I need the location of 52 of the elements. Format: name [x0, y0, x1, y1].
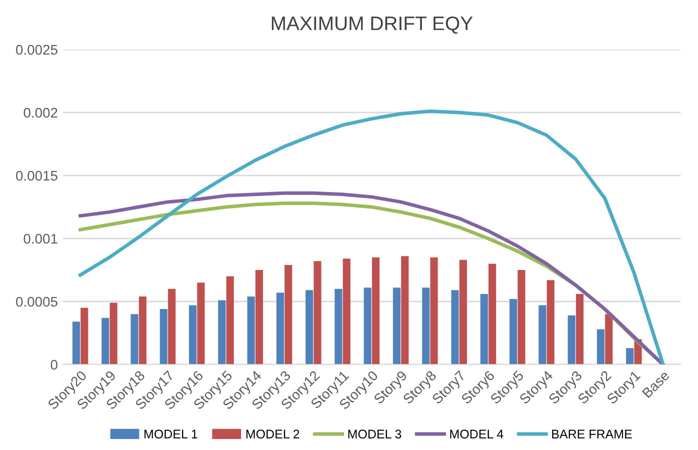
- bar: [255, 270, 263, 364]
- bar: [401, 256, 409, 364]
- bar: [197, 282, 205, 364]
- bar: [488, 264, 496, 364]
- bar: [342, 258, 350, 364]
- bar: [80, 308, 88, 364]
- y-tick-label: 0: [50, 360, 58, 370]
- bar: [130, 314, 138, 364]
- bar: [605, 314, 613, 364]
- bar: [518, 270, 526, 364]
- chart-title: MAXIMUM DRIFT EQY: [272, 16, 473, 34]
- bar: [102, 318, 110, 364]
- bar: [422, 288, 430, 364]
- bar: [459, 260, 467, 364]
- bar: [72, 322, 80, 364]
- legend-label: MODEL 2: [246, 430, 300, 438]
- legend-label: MODEL 4: [450, 430, 504, 438]
- y-tick-label: 0.001: [24, 234, 58, 244]
- bar: [576, 294, 584, 364]
- bar: [334, 288, 342, 364]
- bar: [160, 309, 168, 364]
- bar: [430, 257, 438, 364]
- bar: [626, 348, 634, 364]
- y-tick-label: 0.0025: [16, 44, 58, 55]
- bar: [188, 305, 197, 364]
- bar: [596, 329, 604, 364]
- bar: [538, 305, 546, 364]
- bar: [284, 264, 292, 364]
- bar: [247, 296, 255, 364]
- bar: [168, 288, 176, 364]
- y-tick-label: 0.002: [24, 108, 58, 118]
- legend-label: BARE FRAME: [552, 430, 632, 438]
- bar: [218, 300, 226, 364]
- bar: [372, 257, 380, 364]
- bar: [276, 292, 284, 364]
- bar: [568, 315, 576, 364]
- bar: [138, 296, 146, 364]
- bar: [226, 276, 234, 364]
- bar: [451, 290, 459, 364]
- bar: [314, 261, 322, 364]
- line-series: [78, 110, 665, 364]
- y-tick-label: 0.0015: [16, 170, 58, 181]
- y-tick-label: 0.0005: [16, 296, 58, 307]
- legend-label: MODEL 1: [144, 430, 198, 438]
- bar: [110, 302, 118, 364]
- bar: [364, 288, 372, 364]
- bar: [392, 288, 401, 364]
- legend-label: MODEL 3: [348, 430, 402, 438]
- bar: [510, 298, 518, 364]
- bar: [480, 294, 488, 364]
- bar: [306, 290, 314, 364]
- bar: [546, 280, 554, 364]
